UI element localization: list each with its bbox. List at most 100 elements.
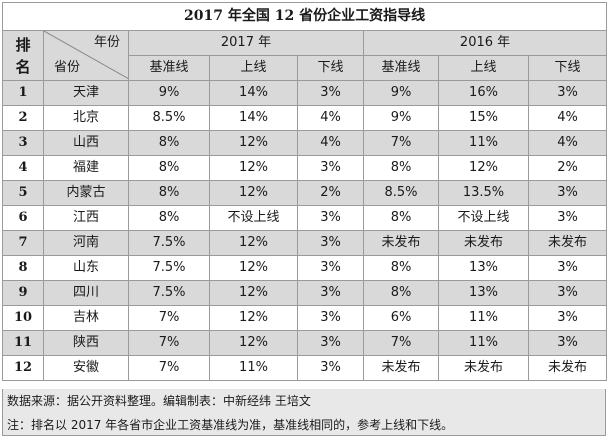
year-2016-header: 2016 年 (362, 30, 608, 56)
2017-base-cell: 7.5% (128, 255, 210, 281)
table-row: 11 陕西 7% 12% 3% 7% 11% 3% (2, 330, 608, 356)
rank-cell: 12 (2, 355, 44, 381)
rank-cell: 4 (2, 155, 44, 181)
sub-header-2016-upper: 上线 (438, 55, 529, 81)
province-cell: 北京 (43, 105, 129, 131)
2016-base-cell: 8% (363, 255, 439, 281)
data-source-note: 数据来源：据公开资料整理。编辑制表：中新经纬 王培文 (2, 389, 606, 413)
2016-upper-cell: 未发布 (438, 355, 529, 381)
2017-upper-cell: 不设上线 (209, 205, 298, 231)
rank-cell: 6 (2, 205, 44, 231)
province-cell: 天津 (43, 80, 129, 106)
2016-upper-cell: 15% (438, 105, 529, 131)
ranking-note: 注：排名以 2017 年各省市企业工资基准线为准，基准线相同的，参考上线和下线。 (2, 413, 606, 436)
province-cell: 河南 (43, 230, 129, 256)
2016-base-cell: 未发布 (363, 355, 439, 381)
year-2017-header: 2017 年 (128, 30, 364, 56)
2017-base-cell: 8% (128, 130, 210, 156)
province-cell: 福建 (43, 155, 129, 181)
province-cell: 山西 (43, 130, 129, 156)
province-cell: 四川 (43, 280, 129, 306)
sub-header-2017-lower: 下线 (297, 55, 364, 81)
sub-header-2016-base: 基准线 (363, 55, 439, 81)
2016-upper-cell: 11% (438, 330, 529, 356)
sub-header-2017-upper: 上线 (209, 55, 298, 81)
2017-upper-cell: 12% (209, 230, 298, 256)
2016-base-cell: 7% (363, 130, 439, 156)
2016-upper-cell: 13% (438, 280, 529, 306)
table-row: 6 江西 8% 不设上线 3% 8% 不设上线 3% (2, 205, 608, 231)
2016-lower-cell: 未发布 (527, 230, 608, 256)
2016-base-cell: 未发布 (363, 230, 439, 256)
2017-base-cell: 7% (128, 355, 210, 381)
table-row: 12 安徽 7% 11% 3% 未发布 未发布 未发布 (2, 355, 608, 381)
2017-base-cell: 8% (128, 155, 210, 181)
2016-upper-cell: 未发布 (438, 230, 529, 256)
2016-lower-cell: 3% (527, 280, 608, 306)
2017-lower-cell: 3% (297, 205, 364, 231)
2016-base-cell: 8% (363, 155, 439, 181)
2016-lower-cell: 4% (527, 105, 608, 131)
2017-base-cell: 8% (128, 205, 210, 231)
2016-lower-cell: 未发布 (527, 355, 608, 381)
province-cell: 陕西 (43, 330, 129, 356)
2017-base-cell: 7.5% (128, 230, 210, 256)
2017-upper-cell: 14% (209, 105, 298, 131)
diagonal-year-label: 年份 (93, 35, 120, 50)
2016-upper-cell: 不设上线 (438, 205, 529, 231)
2017-upper-cell: 12% (209, 130, 298, 156)
rank-cell: 3 (2, 130, 44, 156)
2016-lower-cell: 3% (527, 255, 608, 281)
2016-base-cell: 9% (363, 105, 439, 131)
2016-upper-cell: 12% (438, 155, 529, 181)
table-row: 4 福建 8% 12% 3% 8% 12% 2% (2, 155, 608, 181)
province-cell: 吉林 (43, 305, 129, 331)
2017-lower-cell: 3% (297, 355, 364, 381)
rank-cell: 11 (2, 330, 44, 356)
rank-cell: 7 (2, 230, 44, 256)
2016-base-cell: 9% (363, 80, 439, 106)
2017-upper-cell: 11% (209, 355, 298, 381)
table-row: 3 山西 8% 12% 4% 7% 11% 4% (2, 130, 608, 156)
2017-upper-cell: 14% (209, 80, 298, 106)
diagonal-line (44, 31, 128, 79)
wage-guideline-table: 2017 年全国 12 省份企业工资指导线 排名 年份 省份 2017 年 20… (1, 2, 608, 381)
2016-upper-cell: 11% (438, 130, 529, 156)
2016-base-cell: 8% (363, 205, 439, 231)
sub-header-2016-lower: 下线 (527, 55, 608, 81)
2017-lower-cell: 3% (297, 255, 364, 281)
rank-cell: 9 (2, 280, 44, 306)
2017-base-cell: 8.5% (128, 105, 210, 131)
2017-upper-cell: 12% (209, 255, 298, 281)
2017-base-cell: 7% (128, 305, 210, 331)
table-row: 8 山东 7.5% 12% 3% 8% 13% 3% (2, 255, 608, 281)
2016-upper-cell: 11% (438, 305, 529, 331)
2016-upper-cell: 13.5% (438, 180, 529, 206)
2016-upper-cell: 16% (438, 80, 529, 106)
2017-upper-cell: 12% (209, 180, 298, 206)
2016-lower-cell: 3% (527, 180, 608, 206)
diagonal-header: 年份 省份 (43, 30, 129, 81)
2017-base-cell: 7.5% (128, 280, 210, 306)
province-cell: 安徽 (43, 355, 129, 381)
2017-lower-cell: 3% (297, 330, 364, 356)
2017-lower-cell: 3% (297, 305, 364, 331)
2016-lower-cell: 3% (527, 205, 608, 231)
sub-header-2017-base: 基准线 (128, 55, 210, 81)
2016-base-cell: 8% (363, 280, 439, 306)
2016-lower-cell: 4% (527, 130, 608, 156)
2016-lower-cell: 2% (527, 155, 608, 181)
2017-lower-cell: 2% (297, 180, 364, 206)
2017-lower-cell: 4% (297, 105, 364, 131)
2016-lower-cell: 3% (527, 330, 608, 356)
2017-upper-cell: 12% (209, 330, 298, 356)
rank-cell: 2 (2, 105, 44, 131)
rank-cell: 1 (2, 80, 44, 106)
2017-base-cell: 8% (128, 180, 210, 206)
rank-cell: 8 (2, 255, 44, 281)
2017-lower-cell: 3% (297, 230, 364, 256)
province-cell: 江西 (43, 205, 129, 231)
province-cell: 山东 (43, 255, 129, 281)
rank-cell: 5 (2, 180, 44, 206)
table-row: 2 北京 8.5% 14% 4% 9% 15% 4% (2, 105, 608, 131)
